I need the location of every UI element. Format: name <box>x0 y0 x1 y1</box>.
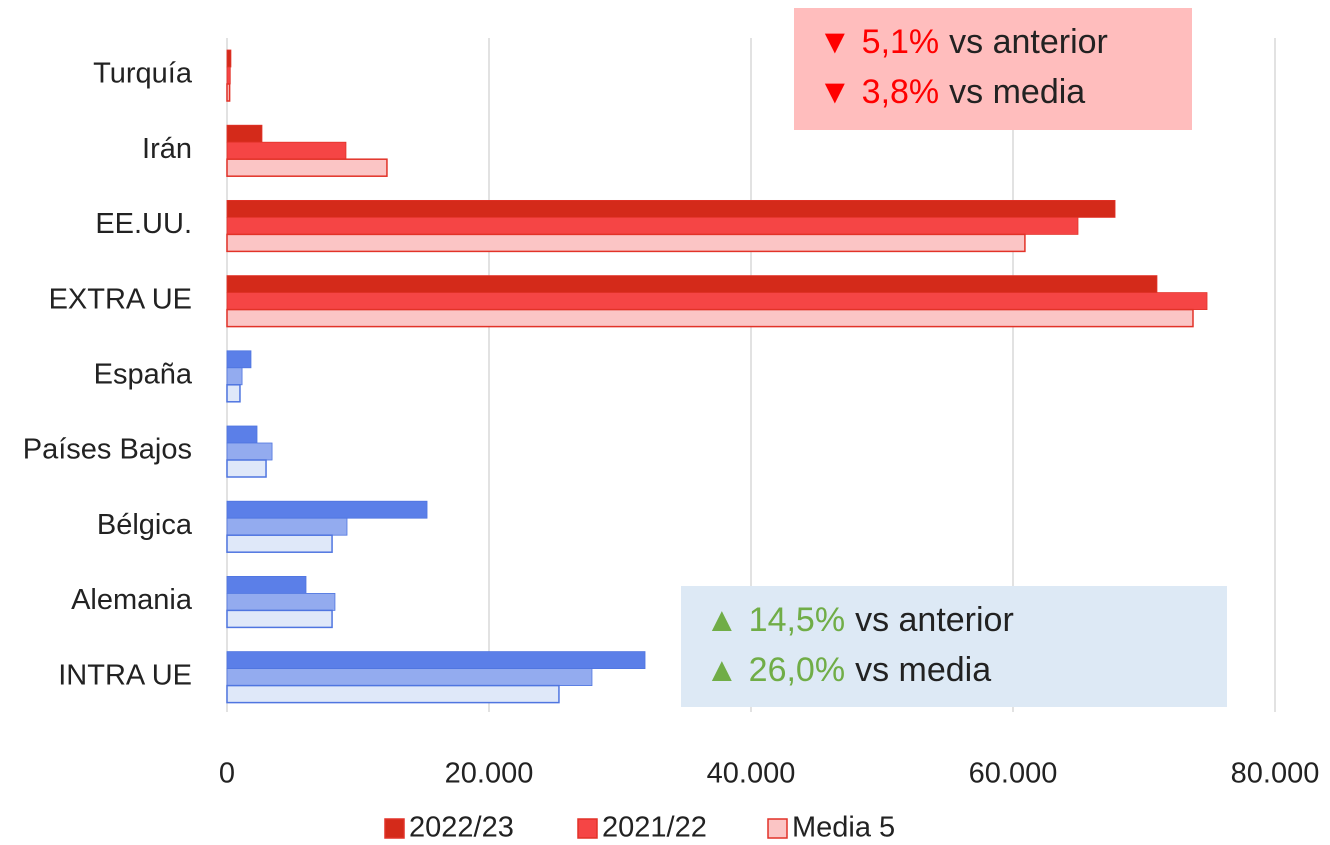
y-tick-label: INTRA UE <box>58 659 192 691</box>
bar <box>226 49 232 68</box>
legend-swatch <box>384 818 405 839</box>
bar <box>226 500 428 519</box>
legend-swatch <box>767 818 788 839</box>
bar <box>226 66 231 85</box>
bar <box>226 158 388 177</box>
annotation: ▼ 3,8% vs media <box>818 73 1085 111</box>
bar <box>226 199 1116 218</box>
annotation-text: vs anterior <box>855 601 1014 639</box>
annotation-value: 14,5% <box>749 601 845 639</box>
bar <box>226 593 336 611</box>
annotation-box <box>794 8 1192 130</box>
legend-swatch <box>577 818 598 839</box>
bar <box>226 367 243 386</box>
legend-label: 2021/22 <box>602 812 707 844</box>
y-tick-label: Alemania <box>71 584 193 616</box>
bar <box>226 651 646 669</box>
y-tick-label: España <box>94 358 193 390</box>
bar <box>226 534 333 553</box>
y-tick-label: Turquía <box>93 58 193 90</box>
y-tick-label: Países Bajos <box>23 434 192 466</box>
bar <box>226 83 231 102</box>
legend-label: 2022/23 <box>409 812 514 844</box>
y-tick-label: EXTRA UE <box>49 283 192 315</box>
annotation-box <box>681 586 1227 707</box>
bar <box>226 576 307 594</box>
bar <box>226 275 1158 294</box>
bar <box>226 384 241 403</box>
x-tick-label: 40.000 <box>707 758 796 790</box>
bar <box>226 459 267 478</box>
bar <box>226 684 560 704</box>
annotation: ▼ 5,1% vs anterior <box>818 23 1108 61</box>
bar <box>226 425 258 444</box>
annotation-value: 26,0% <box>749 651 845 689</box>
bar <box>226 308 1194 328</box>
annotation-arrow: ▲ <box>705 601 739 639</box>
legend-label: Media 5 <box>792 812 895 844</box>
y-tick-label: EE.UU. <box>95 208 192 240</box>
bar <box>226 609 333 629</box>
bar <box>226 233 1026 253</box>
x-tick-label: 0 <box>219 758 235 790</box>
y-tick-label: Irán <box>142 133 192 165</box>
annotation-arrow: ▼ <box>818 23 852 61</box>
x-tick-label: 60.000 <box>969 758 1058 790</box>
annotation-text: vs anterior <box>949 23 1108 61</box>
annotation-text: vs media <box>855 651 991 689</box>
annotation: ▲ 14,5% vs anterior <box>705 601 1014 639</box>
bar <box>226 442 273 461</box>
x-tick-label: 20.000 <box>445 758 534 790</box>
x-tick-label: 80.000 <box>1231 758 1320 790</box>
bar <box>226 517 348 536</box>
annotation-value: 3,8% <box>862 73 940 111</box>
y-tick-label: Bélgica <box>97 509 193 541</box>
annotation: ▲ 26,0% vs media <box>705 651 991 689</box>
bar <box>226 124 263 143</box>
bar <box>226 668 593 686</box>
annotation-value: 5,1% <box>862 23 940 61</box>
bar <box>226 350 252 369</box>
bar <box>226 292 1208 311</box>
annotation-text: vs media <box>949 73 1085 111</box>
annotation-arrow: ▲ <box>705 651 739 689</box>
bar <box>226 216 1079 235</box>
annotation-arrow: ▼ <box>818 73 852 111</box>
bar <box>226 141 347 160</box>
